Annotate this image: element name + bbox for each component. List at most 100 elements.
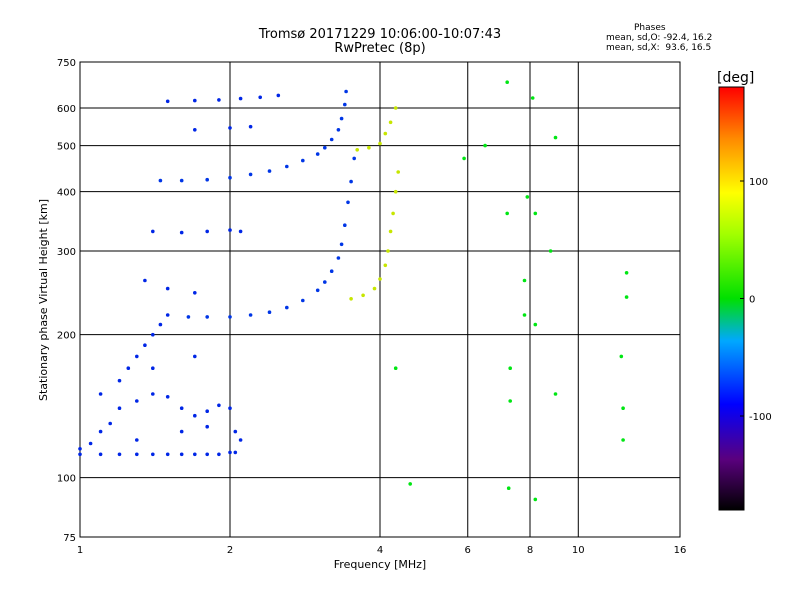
- y-tick-label: 300: [57, 247, 76, 258]
- data-point: [165, 313, 170, 317]
- data-point: [248, 172, 253, 177]
- colorbar-ticks: 100 0 -100: [740, 177, 772, 423]
- data-point: [165, 452, 170, 457]
- data-point: [228, 228, 232, 232]
- data-point: [151, 452, 155, 457]
- data-point: [388, 229, 393, 234]
- data-point: [193, 98, 197, 103]
- data-point: [78, 452, 82, 457]
- data-point: [117, 406, 122, 411]
- data-point: [396, 170, 401, 174]
- data-point: [386, 249, 390, 253]
- data-point: [135, 452, 139, 457]
- data-point: [117, 378, 122, 383]
- y-tick-label: 100: [57, 474, 76, 485]
- data-point: [98, 429, 103, 434]
- data-point: [315, 152, 320, 156]
- data-point: [285, 164, 289, 169]
- data-point: [619, 354, 624, 359]
- data-point: [267, 310, 272, 315]
- data-point: [143, 278, 147, 283]
- data-point: [151, 366, 155, 371]
- data-point: [158, 322, 163, 327]
- data-point: [388, 120, 393, 125]
- data-point: [508, 399, 512, 403]
- data-point: [205, 409, 209, 414]
- data-point: [193, 452, 197, 457]
- data-point: [205, 229, 209, 234]
- y-tick-label: 600: [57, 104, 76, 115]
- x-tick-label: 16: [674, 545, 687, 556]
- y-axis-label: Stationary phase Virtual Height [km]: [37, 199, 50, 401]
- data-point: [336, 256, 341, 260]
- data-point: [301, 158, 305, 163]
- data-point: [336, 128, 341, 132]
- data-point: [346, 200, 350, 205]
- chart-title: Tromsø 20171229 10:06:00-10:07:43: [258, 27, 502, 42]
- data-point: [624, 271, 629, 275]
- data-point: [505, 80, 510, 84]
- data-point: [158, 178, 163, 183]
- data-point: [533, 211, 538, 216]
- phases-o-mode: mean, sd,O: -92.4, 16.2: [606, 33, 713, 43]
- chart-title-block: Tromsø 20171229 10:06:00-10:07:43 RwPret…: [220, 28, 540, 56]
- data-point: [508, 366, 512, 371]
- data-points: [78, 80, 629, 502]
- data-point: [233, 450, 238, 455]
- data-point: [267, 169, 272, 173]
- data-point: [217, 98, 221, 102]
- data-point: [248, 124, 253, 129]
- colorbar-tick-label: 100: [749, 177, 768, 188]
- data-point: [408, 482, 413, 486]
- grid-lines: [80, 62, 680, 537]
- data-point: [151, 229, 155, 234]
- data-point: [179, 406, 184, 411]
- data-point: [228, 175, 232, 180]
- data-point: [228, 450, 232, 455]
- data-point: [383, 131, 388, 136]
- x-tick-label: 8: [527, 545, 533, 556]
- data-point: [205, 424, 209, 429]
- data-point: [349, 179, 353, 184]
- colorbar: [718, 86, 745, 511]
- data-point: [228, 315, 232, 319]
- x-tick-labels: 1 2 4 6 8 10 16: [77, 545, 687, 556]
- data-point: [151, 392, 155, 396]
- x-tick-label: 6: [465, 545, 471, 556]
- data-point: [238, 229, 243, 234]
- phases-x-mode: mean, sd,X: 93.6, 16.5: [606, 43, 712, 53]
- data-point: [205, 177, 209, 182]
- data-point: [621, 438, 625, 442]
- data-point: [233, 429, 238, 434]
- data-point: [367, 145, 371, 150]
- data-point: [533, 497, 538, 502]
- data-point: [228, 126, 232, 130]
- data-point: [343, 223, 347, 227]
- data-point: [165, 99, 170, 104]
- data-point: [88, 441, 93, 446]
- data-point: [355, 148, 360, 152]
- data-point: [339, 116, 344, 121]
- data-point: [228, 406, 232, 411]
- data-point: [135, 399, 139, 403]
- colorbar-label: [deg]: [717, 70, 754, 86]
- data-point: [483, 143, 487, 148]
- data-point: [393, 366, 398, 371]
- data-point: [98, 392, 103, 396]
- data-point: [285, 305, 289, 310]
- data-point: [135, 354, 139, 359]
- data-point: [193, 128, 197, 132]
- data-point: [383, 263, 388, 268]
- data-point: [258, 95, 263, 100]
- data-point: [343, 102, 347, 107]
- data-point: [393, 189, 398, 194]
- data-point: [135, 438, 139, 442]
- data-point: [98, 452, 103, 457]
- data-point: [151, 332, 155, 337]
- data-point: [391, 211, 395, 216]
- data-point: [126, 366, 131, 371]
- data-point: [117, 452, 122, 457]
- data-point: [553, 392, 558, 396]
- data-point: [522, 313, 527, 317]
